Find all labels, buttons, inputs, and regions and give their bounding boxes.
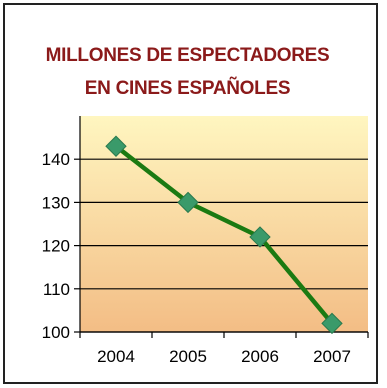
ytick-label-130: 130 [42, 193, 70, 212]
ytick-label-120: 120 [42, 237, 70, 256]
series-line-0 [114, 144, 334, 325]
data-point-2005 [177, 191, 199, 214]
data-point-2006 [249, 226, 271, 248]
xtick-label-2006: 2006 [241, 347, 279, 366]
data-point-2004 [105, 135, 127, 157]
xtick-label-2005: 2005 [169, 347, 207, 366]
xtick-label-2004: 2004 [97, 347, 135, 366]
data-point-2007 [321, 312, 343, 335]
plot-area [80, 116, 368, 332]
chart-title-line-1: MILLONES DE ESPECTADORES [45, 45, 330, 66]
ytick-label-110: 110 [43, 280, 70, 299]
xtick-label-2007: 2007 [313, 347, 351, 366]
ytick-label-100: 100 [42, 323, 70, 342]
chart-title-line-2: EN CINES ESPAÑOLES [84, 78, 291, 99]
ytick-label-140: 140 [42, 150, 70, 169]
